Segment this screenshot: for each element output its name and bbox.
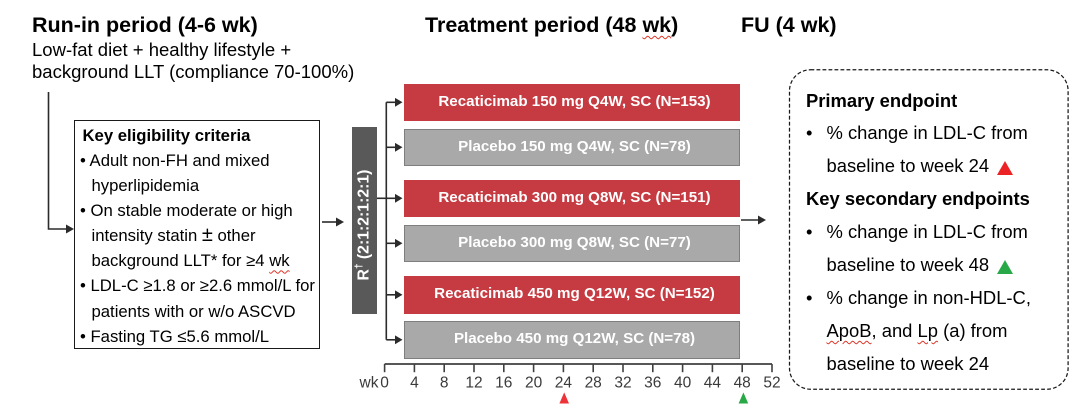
svg-text:20: 20 — [525, 375, 543, 392]
svg-text:0: 0 — [380, 375, 389, 392]
svg-text:48: 48 — [734, 375, 751, 392]
svg-text:4: 4 — [410, 375, 419, 392]
svg-text:24: 24 — [555, 375, 573, 392]
svg-text:40: 40 — [674, 375, 692, 392]
svg-text:36: 36 — [644, 375, 661, 392]
svg-text:8: 8 — [440, 375, 449, 392]
svg-text:28: 28 — [585, 375, 602, 392]
svg-text:44: 44 — [704, 375, 722, 392]
svg-text:16: 16 — [495, 375, 512, 392]
svg-text:12: 12 — [465, 375, 482, 392]
svg-text:52: 52 — [763, 375, 780, 392]
svg-text:32: 32 — [614, 375, 631, 392]
svg-text:wk: wk — [359, 375, 379, 392]
